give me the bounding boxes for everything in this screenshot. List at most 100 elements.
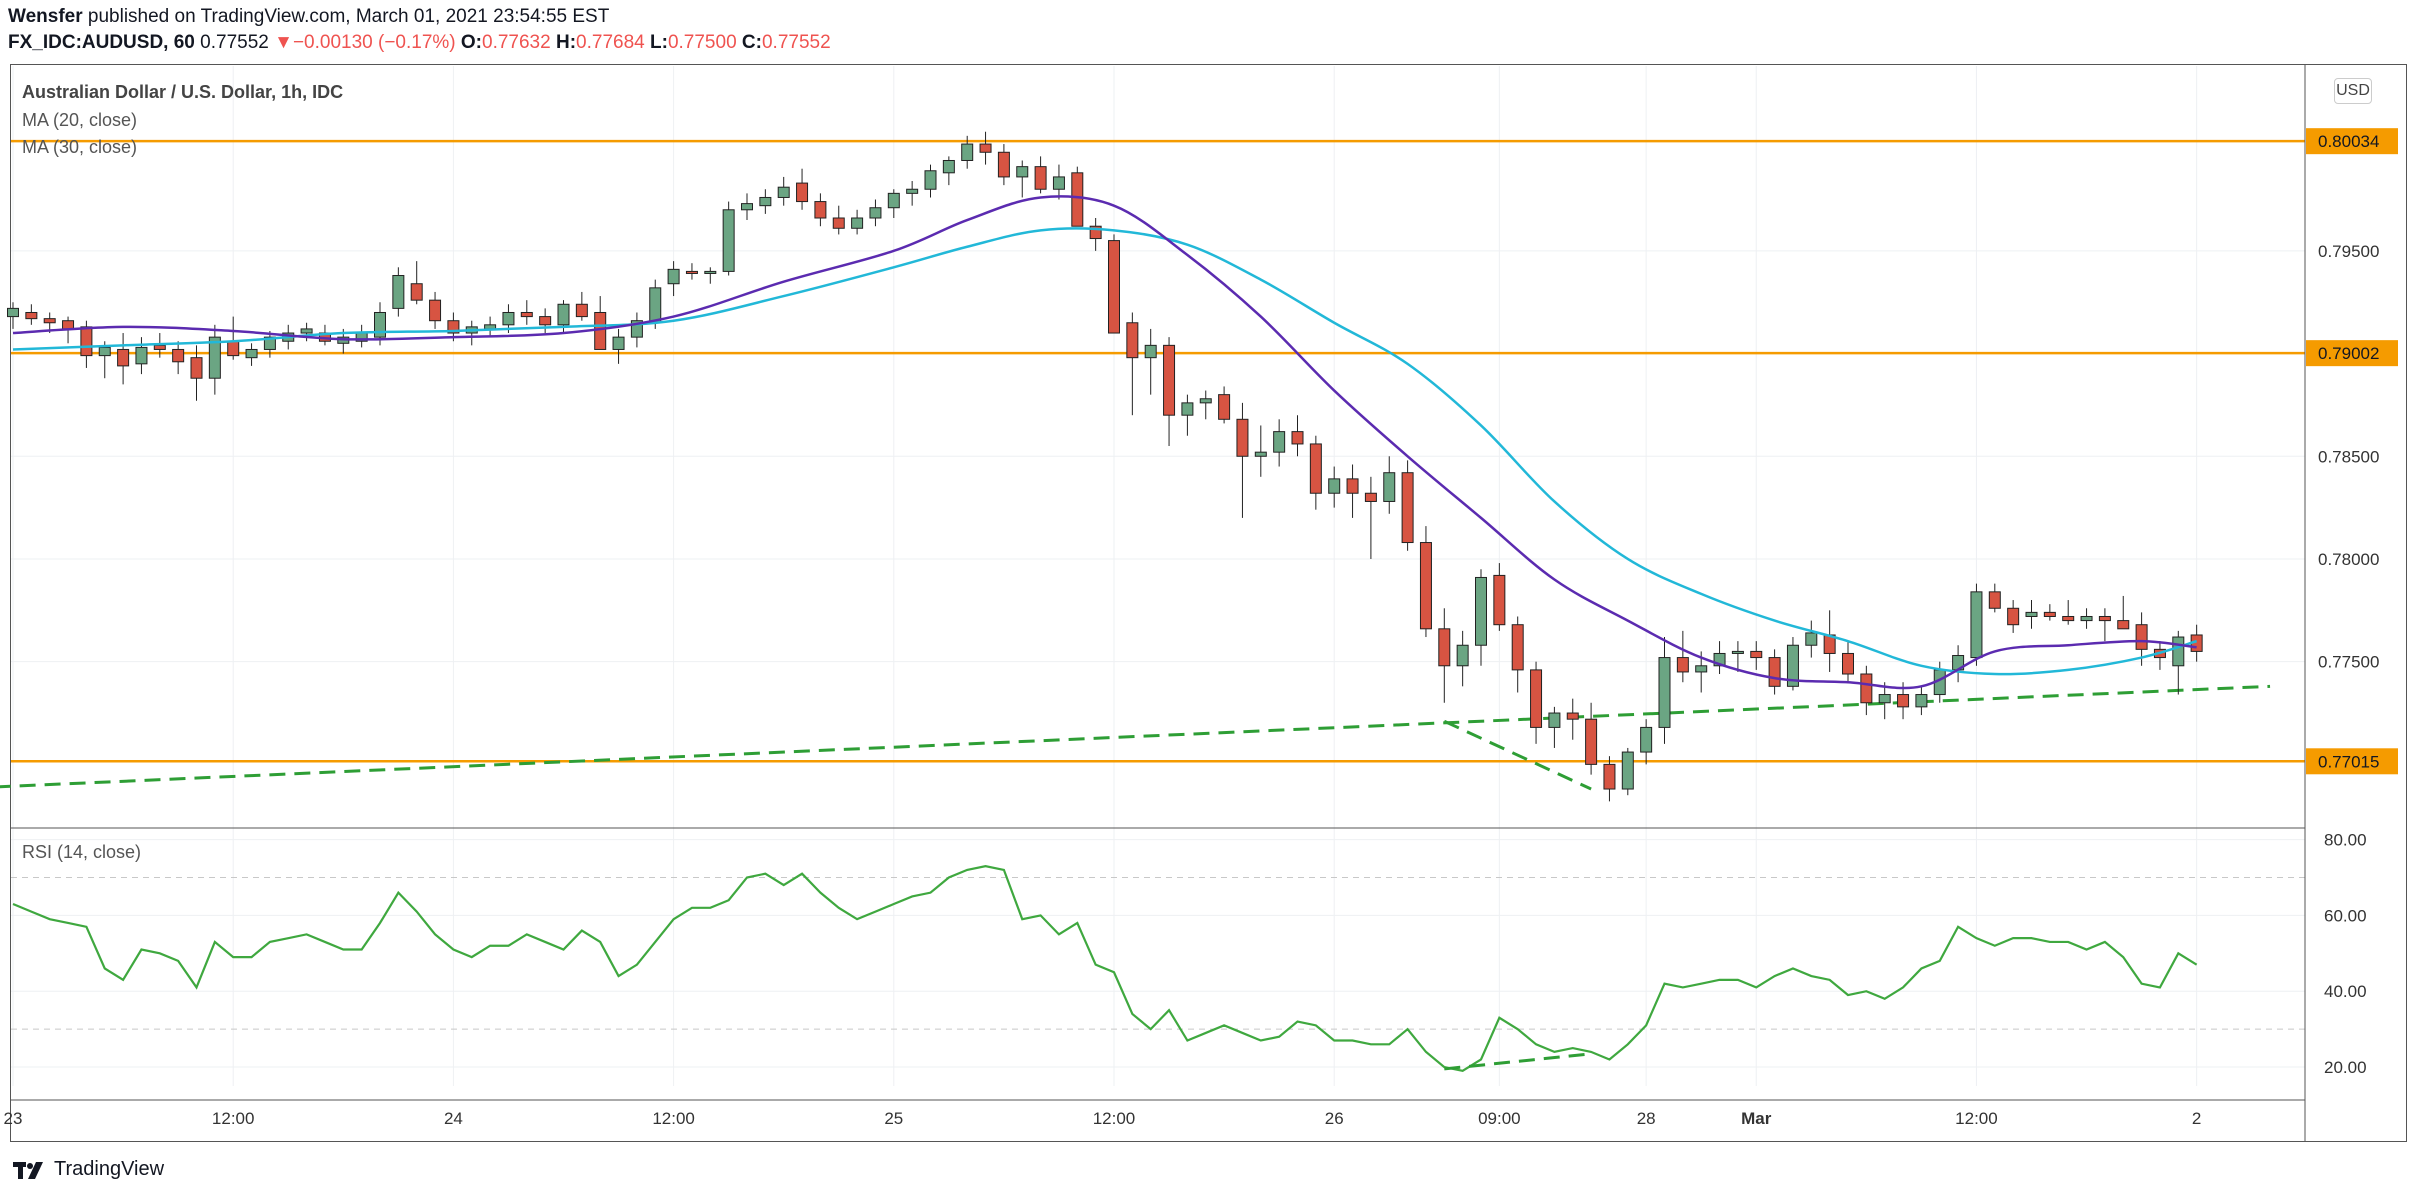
candle-body bbox=[1860, 673, 1873, 704]
last-price: 0.77552 bbox=[200, 32, 269, 53]
candle-body bbox=[1364, 492, 1377, 502]
candle bbox=[741, 193, 753, 221]
candle bbox=[1475, 569, 1487, 666]
candle-body bbox=[832, 217, 845, 229]
price-change: −0.00130 (−0.17%) bbox=[292, 32, 456, 53]
candle-body bbox=[887, 192, 900, 209]
symbol-label: FX_IDC:AUDUSD, 60 bbox=[8, 32, 195, 53]
candle-body bbox=[1016, 166, 1029, 178]
candle-body bbox=[796, 182, 809, 203]
candle-body bbox=[227, 340, 240, 357]
candle-body bbox=[1676, 657, 1689, 673]
candle-body bbox=[1805, 632, 1818, 646]
candle bbox=[667, 261, 680, 297]
candle bbox=[1621, 747, 1634, 796]
candle-body bbox=[117, 348, 130, 367]
legend-ma20[interactable]: MA (20, close) bbox=[22, 110, 138, 130]
candle bbox=[1052, 164, 1065, 200]
candle-body bbox=[2098, 615, 2111, 622]
trendline-support bbox=[0, 684, 2271, 789]
candle bbox=[906, 181, 919, 206]
currency-button[interactable]: USD bbox=[2334, 78, 2372, 104]
level-price-label: 0.79002 bbox=[2318, 344, 2379, 363]
candle-body bbox=[502, 311, 515, 326]
candle-body bbox=[575, 303, 588, 318]
candle bbox=[1181, 394, 1194, 436]
candle bbox=[1640, 719, 1653, 765]
candle-body bbox=[43, 318, 56, 324]
level-price-tag bbox=[2306, 340, 2398, 367]
candle-body bbox=[208, 336, 221, 379]
candle-body bbox=[1566, 712, 1579, 720]
candle-body bbox=[924, 170, 937, 190]
candle bbox=[814, 193, 827, 227]
candle bbox=[1199, 390, 1212, 420]
candle-body bbox=[1108, 240, 1120, 334]
candle-body bbox=[447, 320, 460, 334]
candle-body bbox=[429, 299, 442, 322]
candle bbox=[759, 189, 772, 214]
candle-body bbox=[1089, 225, 1102, 240]
candle-body bbox=[1401, 472, 1414, 544]
candle-body bbox=[1878, 694, 1891, 704]
candle-body bbox=[300, 328, 313, 334]
candle-body bbox=[1199, 398, 1212, 404]
level-price-tag bbox=[2306, 748, 2398, 775]
open-label: O: bbox=[460, 32, 483, 53]
candle-body bbox=[1254, 451, 1267, 457]
footer-brand-text: TradingView bbox=[54, 1158, 165, 1180]
candle-body bbox=[942, 159, 955, 174]
close-value: 0.77552 bbox=[761, 32, 831, 53]
time-tick-label: 12:00 bbox=[212, 1109, 255, 1128]
time-tick-label: 12:00 bbox=[1955, 1109, 1998, 1128]
candle bbox=[98, 341, 111, 379]
candle bbox=[263, 330, 276, 358]
candle bbox=[1328, 466, 1341, 508]
candle bbox=[465, 320, 478, 346]
candle bbox=[355, 324, 368, 348]
candle-body bbox=[7, 307, 19, 318]
candle bbox=[1089, 218, 1102, 251]
rsi-tick-label: 80.00 bbox=[2324, 831, 2367, 850]
candle bbox=[2117, 595, 2130, 630]
candle-body bbox=[80, 326, 93, 357]
candle-body bbox=[1144, 344, 1157, 359]
legend-ma30[interactable]: MA (30, close) bbox=[22, 137, 138, 157]
level-price-label: 0.80034 bbox=[2318, 132, 2379, 151]
candle-body bbox=[263, 336, 276, 350]
candle-body bbox=[1621, 751, 1634, 790]
candle-body bbox=[2062, 615, 2075, 622]
candle-body bbox=[2117, 620, 2130, 630]
candle-body bbox=[612, 336, 625, 350]
candle bbox=[1786, 637, 1799, 691]
candle-body bbox=[539, 316, 552, 326]
candle-body bbox=[1897, 694, 1910, 708]
candle bbox=[190, 345, 203, 401]
candle-body bbox=[153, 344, 166, 350]
author-name: Wensfer bbox=[8, 6, 83, 27]
footer-brand[interactable]: TradingView bbox=[12, 1158, 164, 1181]
candle-body bbox=[2135, 624, 2148, 650]
candle-body bbox=[1052, 176, 1065, 190]
price-tick-label: 0.78500 bbox=[2318, 447, 2379, 466]
level-price-tag bbox=[2306, 128, 2398, 155]
candle bbox=[1364, 476, 1377, 559]
candle bbox=[1970, 583, 1983, 666]
candle-body bbox=[1493, 574, 1506, 626]
candle-body bbox=[1475, 576, 1487, 646]
legend-rsi[interactable]: RSI (14, close) bbox=[22, 842, 142, 862]
time-tick-label: 26 bbox=[1325, 1109, 1344, 1128]
candle-body bbox=[1071, 172, 1084, 227]
rsi-line bbox=[12, 864, 2198, 1073]
candle-body bbox=[1970, 591, 1983, 659]
candle bbox=[1530, 661, 1543, 744]
candle bbox=[1511, 616, 1524, 693]
candle-body bbox=[374, 311, 386, 338]
candle bbox=[2043, 604, 2056, 621]
candle bbox=[1346, 464, 1359, 518]
candle bbox=[227, 316, 240, 360]
candle-body bbox=[997, 151, 1010, 178]
candle bbox=[1383, 456, 1396, 514]
publish-info: Wensfer published on TradingView.com, Ma… bbox=[8, 6, 609, 28]
